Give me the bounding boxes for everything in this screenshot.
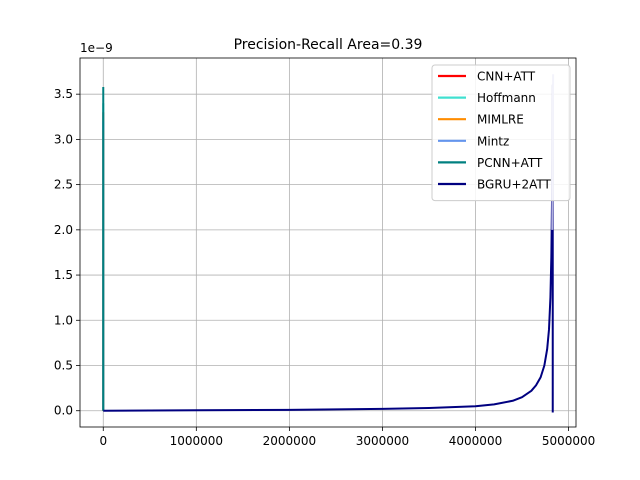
grid-lines [80, 58, 576, 427]
y-tick-label: 0.0 [54, 404, 73, 418]
x-tick-label: 2000000 [263, 434, 316, 448]
legend-label-bgru-2att: BGRU+2ATT [477, 178, 552, 192]
legend: CNN+ATT Hoffmann MIMLRE Mintz PCNN+ATT BGRU+2… [431, 64, 571, 202]
y-tick-label: 0.5 [54, 359, 73, 373]
x-tick-label: 4000000 [449, 434, 502, 448]
axis-ticks: 0 1000000 2000000 3000000 4000000 5000000 0.0 0… [54, 87, 595, 448]
legend-label-mimlre: MIMLRE [477, 113, 524, 127]
chart-title: Precision-Recall Area=0.39 [234, 37, 423, 53]
x-tick-label: 3000000 [356, 434, 409, 448]
y-tick-label: 1.5 [54, 268, 73, 282]
legend-label-hoffmann: Hoffmann [477, 91, 536, 105]
x-tick-label: 5000000 [542, 434, 595, 448]
y-tick-label: 2.0 [54, 223, 73, 237]
y-tick-label: 3.5 [54, 87, 73, 101]
y-tick-label: 1.0 [54, 313, 73, 327]
plot-frame [79, 57, 577, 428]
y-axis-scale-note: 1e−9 [80, 41, 113, 55]
legend-box [431, 64, 571, 202]
legend-label-cnn-att: CNN+ATT [477, 70, 536, 84]
legend-label-pcnn-att: PCNN+ATT [477, 156, 543, 170]
axes-frame [79, 57, 577, 428]
y-tick-label: 2.5 [54, 178, 73, 192]
y-tick-label: 3.0 [54, 132, 73, 146]
legend-label-mintz: Mintz [477, 134, 509, 148]
x-tick-label: 1000000 [170, 434, 223, 448]
x-tick-label: 0 [99, 434, 107, 448]
